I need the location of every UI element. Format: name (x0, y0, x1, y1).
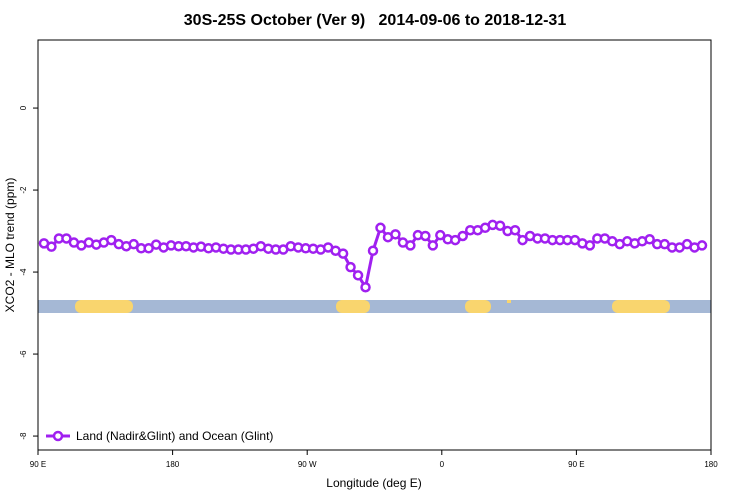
x-tick-label: 90 E (30, 460, 46, 469)
data-point (509, 224, 521, 236)
legend: Land (Nadir&Glint) and Ocean (Glint) (46, 429, 273, 443)
data-point (337, 248, 349, 259)
land-segment (75, 300, 133, 313)
ocean-band (38, 300, 711, 313)
data-point (46, 241, 57, 252)
land-ocean-band (38, 300, 711, 313)
y-tick-label: -2 (19, 186, 28, 194)
y-tick-label: -8 (19, 432, 28, 440)
land-segment (336, 300, 370, 313)
x-tick-label: 180 (166, 460, 180, 469)
data-point (450, 234, 461, 246)
plot-frame (37, 39, 712, 451)
chart-title: 30S-25S October (Ver 9) 2014-09-06 to 20… (184, 12, 567, 29)
data-point (345, 261, 356, 273)
x-tick-label: 90 W (298, 460, 317, 469)
data-point (375, 222, 386, 234)
data-point (61, 233, 72, 244)
data-point (517, 234, 528, 246)
data-point (494, 220, 506, 231)
y-axis-label: XCO2 - MLO trend (ppm) (3, 178, 17, 313)
x-tick-label: 0 (440, 460, 445, 469)
x-tick-label: 180 (704, 460, 718, 469)
data-point (367, 245, 379, 256)
data-point (360, 281, 371, 293)
y-tick-label: -6 (19, 350, 28, 358)
data-point (457, 230, 468, 242)
land-segment (507, 300, 511, 303)
data-point (106, 234, 117, 246)
y-tick-label: -4 (19, 268, 28, 276)
y-tick-label: 0 (19, 105, 28, 110)
land-segment (612, 300, 670, 313)
x-axis-label: Longitude (deg E) (326, 476, 421, 490)
data-point (435, 229, 446, 241)
land-segment (465, 300, 491, 313)
x-tick-label: 90 E (568, 460, 584, 469)
legend-marker (52, 430, 64, 442)
data-point (405, 240, 416, 251)
data-point (128, 238, 139, 250)
data-point (390, 229, 401, 240)
data-point (696, 240, 708, 251)
data-point (420, 230, 431, 242)
legend-label: Land (Nadir&Glint) and Ocean (Glint) (76, 429, 273, 443)
data-point (584, 240, 596, 251)
data-point (352, 270, 364, 281)
data-point (644, 234, 655, 245)
data-point (427, 240, 439, 251)
